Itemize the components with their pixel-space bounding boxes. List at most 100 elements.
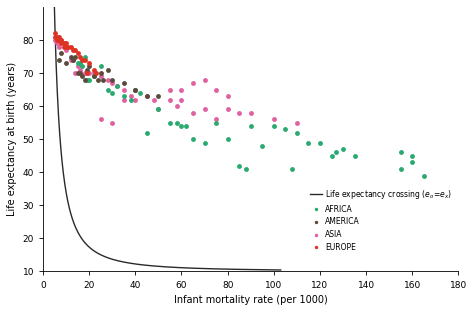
Point [51, 31, 58, 36]
Point [83, 67, 91, 72]
Point [81, 77, 88, 82]
Point [58, 37, 65, 42]
Legend: Life expectancy crossing ($e_o$=$e_x$), AFRICA, AMERICA, ASIA, EUROPE: Life expectancy crossing ($e_o$=$e_x$), … [308, 186, 455, 254]
Point [79, 57, 86, 62]
Point [67, 57, 74, 62]
Point [178, 87, 185, 92]
Point [64, 44, 72, 49]
Point [339, 147, 347, 152]
Point [81, 71, 88, 76]
Point [236, 163, 243, 168]
Point [150, 97, 157, 102]
Point [224, 107, 231, 112]
Point [60, 44, 68, 49]
Point [97, 71, 104, 76]
Point [60, 41, 68, 46]
Point [132, 87, 139, 92]
Point [289, 167, 296, 172]
Point [305, 140, 312, 145]
Point [76, 54, 84, 59]
Point [409, 160, 416, 165]
Point [155, 107, 162, 112]
Point [143, 94, 151, 99]
Point [155, 94, 162, 99]
Point [113, 84, 121, 89]
Point [224, 94, 231, 99]
Point [201, 107, 209, 112]
Point [69, 47, 77, 52]
Point [328, 153, 335, 158]
Point [132, 87, 139, 92]
Point [109, 77, 116, 82]
Point [85, 61, 93, 66]
Point [270, 124, 278, 129]
Point [351, 153, 358, 158]
Point [293, 130, 301, 135]
Point [143, 94, 151, 99]
Point [247, 110, 255, 115]
Point [74, 61, 82, 66]
Point [173, 120, 181, 125]
Point [76, 61, 84, 66]
Point [113, 84, 121, 89]
Point [69, 57, 77, 62]
Point [166, 120, 174, 125]
Point [242, 167, 250, 172]
Point [55, 34, 63, 39]
Point [53, 34, 61, 39]
Point [76, 71, 84, 76]
Point [97, 64, 104, 69]
Point [74, 51, 82, 56]
Point [120, 80, 128, 85]
Point [132, 87, 139, 92]
Point [97, 117, 104, 122]
Point [83, 71, 91, 76]
Point [236, 110, 243, 115]
Point [224, 137, 231, 142]
Point [397, 150, 404, 155]
Point [92, 71, 100, 76]
Point [55, 44, 63, 49]
Point [270, 117, 278, 122]
Point [67, 54, 74, 59]
Point [258, 143, 266, 148]
Point [79, 74, 86, 79]
Point [58, 41, 65, 46]
Point [155, 107, 162, 112]
Point [282, 127, 289, 132]
Point [247, 124, 255, 129]
Point [95, 77, 102, 82]
Point [62, 41, 70, 46]
Point [201, 140, 209, 145]
Point [409, 153, 416, 158]
Point [79, 64, 86, 69]
Point [293, 120, 301, 125]
Point [136, 90, 144, 95]
Point [212, 87, 220, 92]
Point [72, 71, 79, 76]
Point [83, 77, 91, 82]
Point [90, 71, 98, 76]
Point [120, 87, 128, 92]
Point [109, 80, 116, 85]
Point [201, 77, 209, 82]
Y-axis label: Life expectancy at birth (years): Life expectancy at birth (years) [7, 62, 17, 216]
X-axis label: Infant mortality rate (per 1000): Infant mortality rate (per 1000) [174, 295, 328, 305]
Point [58, 37, 65, 42]
Point [316, 140, 324, 145]
Point [74, 71, 82, 76]
Point [53, 41, 61, 46]
Point [62, 44, 70, 49]
Point [127, 97, 135, 102]
Point [74, 64, 82, 69]
Point [85, 77, 93, 82]
Point [332, 150, 340, 155]
Point [62, 61, 70, 66]
Point [109, 120, 116, 125]
Point [104, 67, 111, 72]
Point [69, 57, 77, 62]
Point [51, 34, 58, 39]
Point [178, 97, 185, 102]
Point [97, 74, 104, 79]
Point [104, 87, 111, 92]
